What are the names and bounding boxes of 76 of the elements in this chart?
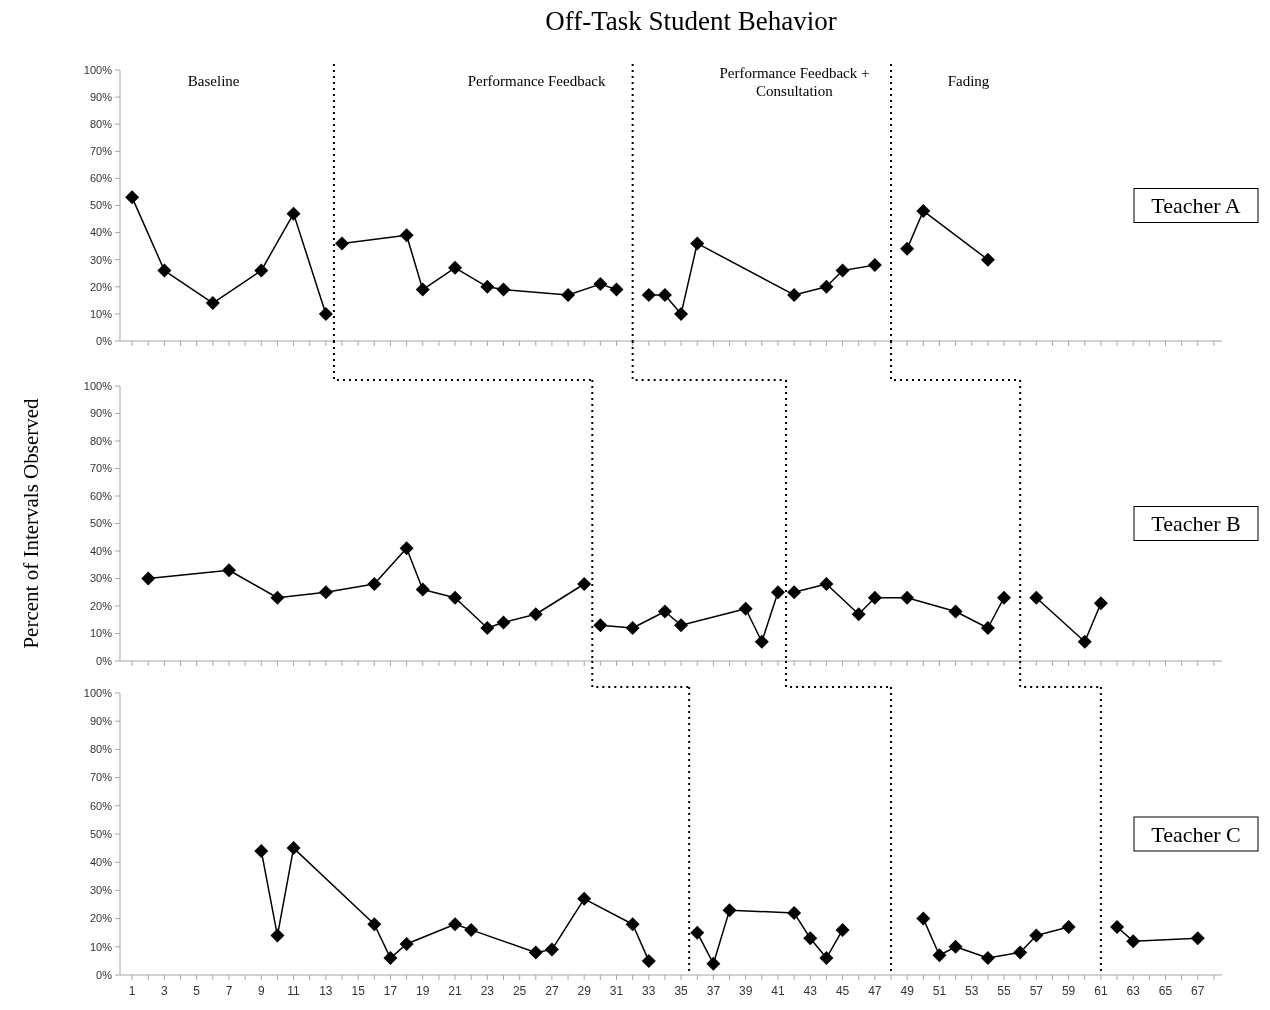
x-tick-label: 25 [512,984,527,998]
x-tick-label: 23 [480,984,495,998]
y-tick-label: 30% [89,884,113,897]
x-tick-label: 19 [416,984,430,998]
x-tick-label: 27 [545,984,559,998]
y-tick-label: 10% [89,940,113,953]
x-tick-label: 63 [1126,984,1141,998]
y-tick-label: 20% [89,599,113,612]
x-tick-label: 57 [1029,984,1044,998]
y-tick-label: 30% [89,253,113,266]
y-tick-label: 60% [89,489,113,502]
y-tick-label: 70% [89,145,113,158]
x-tick-label: 7 [225,984,233,998]
y-tick-label: 20% [89,912,113,925]
x-tick-label: 9 [257,984,265,998]
x-tick-label: 53 [965,984,979,998]
y-tick-label: 40% [89,544,113,557]
x-tick-label: 5 [193,984,201,998]
chart-title: Off-Task Student Behavior [545,6,837,36]
x-tick-label: 29 [577,984,592,998]
x-tick-label: 41 [771,984,785,998]
x-tick-label: 15 [351,984,366,998]
annotation: Performance Feedback [467,73,606,90]
annotation: Teacher A [1151,193,1241,219]
x-tick-label: 43 [803,984,818,998]
y-tick-label: 30% [89,572,113,585]
y-tick-label: 50% [89,199,113,212]
y-tick-label: 20% [89,280,113,293]
annotation: Baseline [187,73,240,90]
x-tick-label: 67 [1191,984,1205,998]
x-tick-label: 11 [287,984,301,998]
y-tick-label: 90% [89,90,113,103]
y-tick-label: 0% [96,968,113,981]
y-tick-label: 0% [96,334,113,347]
y-tick-label: 40% [89,856,113,869]
y-axis-title: Percent of Intervals Observed [19,397,43,649]
y-tick-label: 60% [89,799,113,812]
annotation: Performance Feedback + Consultation [719,65,870,99]
x-tick-label: 61 [1094,984,1108,998]
x-tick-label: 51 [932,984,947,998]
y-tick-label: 50% [89,517,113,530]
x-tick-label: 21 [448,984,463,998]
y-tick-label: 80% [89,118,113,131]
y-tick-label: 80% [89,434,113,447]
x-tick-label: 45 [835,984,850,998]
x-tick-label: 13 [319,984,333,998]
x-tick-label: 17 [383,984,398,998]
x-tick-label: 49 [900,984,915,998]
annotation: Teacher B [1151,511,1241,537]
x-tick-label: 59 [1061,984,1076,998]
y-tick-label: 100% [83,686,113,699]
annotation: Teacher C [1151,821,1241,847]
y-tick-label: 50% [89,827,113,840]
x-tick-label: 37 [706,984,721,998]
x-tick-label: 47 [868,984,882,998]
x-tick-label: 39 [739,984,753,998]
y-tick-label: 80% [89,743,113,756]
y-tick-label: 100% [83,63,113,76]
y-tick-label: 70% [89,462,113,475]
x-tick-label: 35 [674,984,689,998]
y-tick-label: 60% [89,172,113,185]
x-tick-label: 55 [997,984,1012,998]
y-tick-label: 100% [83,379,113,392]
x-tick-label: 33 [642,984,656,998]
x-tick-label: 1 [128,984,136,998]
x-tick-label: 3 [161,984,169,998]
y-tick-label: 0% [96,654,113,667]
y-tick-label: 10% [89,307,113,320]
annotation: Fading [947,73,990,90]
y-tick-label: 70% [89,771,113,784]
y-tick-label: 90% [89,715,113,728]
y-tick-label: 40% [89,226,113,239]
x-tick-label: 31 [609,984,624,998]
x-tick-label: 65 [1158,984,1173,998]
y-tick-label: 90% [89,407,113,420]
y-tick-label: 10% [89,627,113,640]
